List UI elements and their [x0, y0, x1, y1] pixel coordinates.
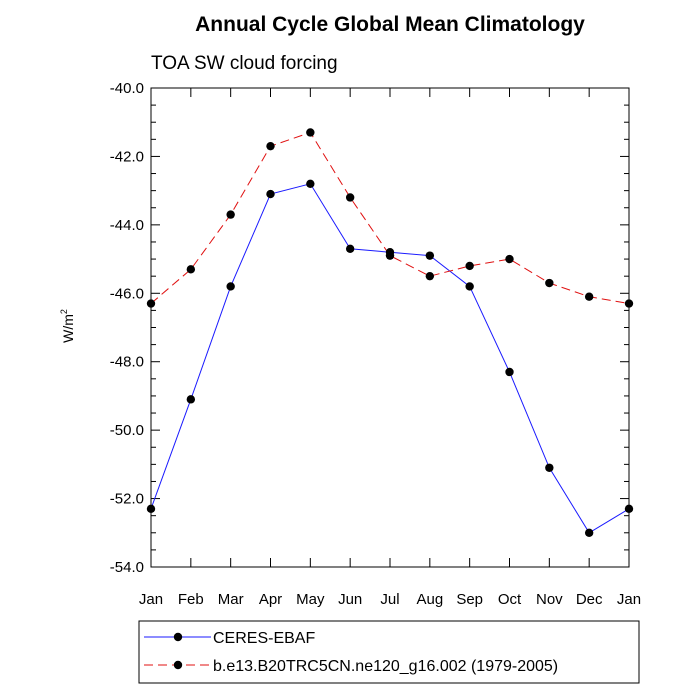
y-axis-label-superscript: 2: [59, 309, 69, 314]
y-tick-label: -52.0: [110, 491, 144, 508]
y-tick-label: -46.0: [110, 285, 144, 302]
series-layer: [146, 128, 634, 537]
series-2-point: [186, 265, 196, 274]
series-line-1: [150, 183, 630, 534]
chart-title: Annual Cycle Global Mean Climatology: [195, 13, 585, 36]
series-1-point: [306, 179, 315, 188]
series-1-point: [425, 251, 435, 260]
series-1-point: [345, 244, 355, 254]
x-tick-label: Dec: [576, 591, 603, 608]
axis-tick-labels: -40.0 -42.0 -44.0 -46.0 -48.0 -50.0 -52.0 -54.0…: [110, 80, 641, 608]
x-tick-label: Oct: [498, 591, 522, 608]
x-tick-label: Apr: [259, 591, 282, 608]
y-tick-label: -54.0: [110, 559, 144, 576]
series-1-point: [505, 367, 514, 377]
x-tick-label: Jun: [338, 591, 362, 608]
series-1-point: [465, 282, 474, 291]
x-tick-label: Feb: [178, 591, 204, 608]
x-tick-label: Jan: [139, 591, 163, 608]
legend-box: [138, 620, 640, 684]
y-tick-label: -40.0: [110, 80, 144, 97]
legend-marker-2: [173, 660, 183, 670]
x-tick-label: Nov: [536, 591, 563, 608]
series-2-point: [545, 278, 554, 288]
series-2-point: [505, 254, 514, 264]
y-tick-label: -48.0: [110, 354, 144, 371]
series-2-point: [425, 271, 435, 281]
y-tick-label: -42.0: [110, 148, 144, 165]
x-tick-label: May: [296, 591, 325, 608]
legend-label-2: b.e13.B20TRC5CN.ne120_g16.002 (1979-2005…: [213, 658, 558, 675]
x-tick-label: Jan: [617, 591, 641, 608]
y-axis-label: W/m2: [59, 309, 76, 343]
series-2-point: [465, 261, 474, 271]
legend-label-1: CERES-EBAF: [213, 630, 315, 647]
chart-subtitle: TOA SW cloud forcing: [151, 53, 338, 74]
series-1-point: [266, 189, 275, 199]
svg-text:W/m2: W/m2: [59, 309, 76, 343]
series-2-point: [345, 193, 355, 202]
series-2-point: [306, 128, 315, 137]
series-1-point: [186, 395, 196, 404]
series-2-point: [584, 292, 594, 301]
y-tick-label: -50.0: [110, 422, 144, 439]
x-tick-label: Jul: [380, 591, 399, 608]
plot-frame: [150, 87, 630, 568]
y-axis-label-text: W/m: [60, 314, 76, 343]
series-line-2: [150, 131, 630, 305]
x-tick-label: Aug: [416, 591, 443, 608]
axis-ticks: [150, 87, 630, 568]
legend: CERES-EBAF b.e13.B20TRC5CN.ne120_g16.002 …: [138, 620, 640, 684]
series-2-point: [385, 251, 395, 260]
series-1-point: [545, 463, 554, 472]
series-1-point: [584, 528, 594, 537]
x-tick-label: Mar: [218, 591, 244, 608]
series-2-point: [266, 141, 275, 151]
legend-marker-1: [173, 632, 183, 642]
series-2-point: [226, 210, 235, 219]
y-tick-label: -44.0: [110, 217, 144, 234]
x-tick-label: Sep: [456, 591, 483, 608]
series-1-point: [226, 282, 235, 291]
